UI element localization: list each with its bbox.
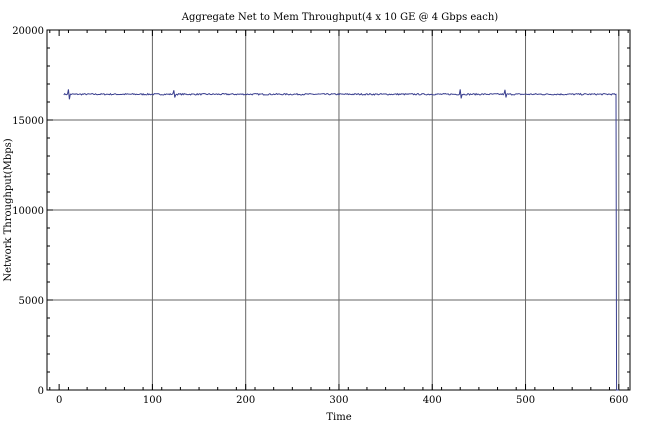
x-tick-label: 100 xyxy=(143,395,162,406)
x-tick-label: 500 xyxy=(516,395,535,406)
grid xyxy=(47,30,630,391)
y-tick-label: 5000 xyxy=(19,296,44,307)
y-tick-label: 15000 xyxy=(12,116,44,127)
x-tick-label: 200 xyxy=(236,395,255,406)
x-tick-label: 400 xyxy=(423,395,442,406)
x-tick-label: 0 xyxy=(56,395,62,406)
chart-title: Aggregate Net to Mem Throughput(4 x 10 G… xyxy=(181,12,499,23)
y-tick-label: 10000 xyxy=(12,206,44,217)
y-tick-label: 0 xyxy=(38,386,44,397)
x-tick-label: 600 xyxy=(609,395,628,406)
y-tick-labels: 0 5000 10000 15000 20000 xyxy=(12,26,44,397)
x-axis-label: Time xyxy=(326,412,351,423)
axis-ticks xyxy=(47,29,630,391)
x-tick-labels: 0 100 200 300 400 500 600 xyxy=(56,395,628,406)
y-tick-label: 20000 xyxy=(12,26,44,37)
y-axis-label: Network Throughput(Mbps) xyxy=(3,138,14,281)
x-tick-label: 300 xyxy=(329,395,348,406)
series-line xyxy=(63,89,619,391)
